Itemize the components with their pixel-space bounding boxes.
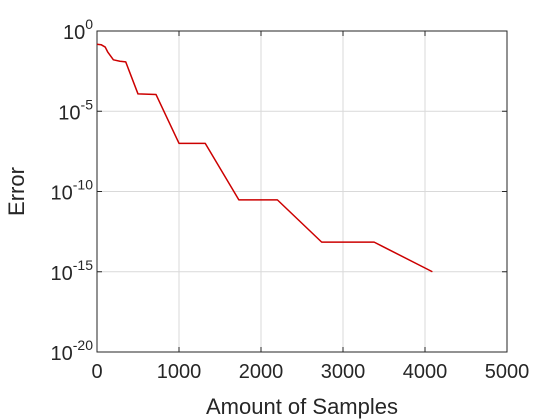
x-tick-labels: 0 1000 2000 3000 4000 5000 [91, 361, 529, 383]
y-tick-label: 100 [63, 16, 93, 44]
y-tick-label: 10-5 [58, 96, 93, 124]
series-line-0 [96, 43, 433, 273]
x-tick-label: 3000 [321, 361, 366, 383]
y-tick-label: 10-20 [51, 337, 94, 365]
y-axis-label: Error [4, 167, 29, 216]
x-tick-label: 4000 [403, 361, 448, 383]
y-tick-label: 10-15 [51, 257, 94, 285]
x-tick-label: 1000 [157, 361, 202, 383]
y-tick-labels: 100 10-5 10-10 10-15 10-20 [51, 16, 94, 365]
y-tick-label: 10-10 [51, 177, 94, 205]
ticks [96, 30, 508, 353]
x-tick-label: 2000 [239, 361, 284, 383]
x-tick-label: 5000 [485, 361, 530, 383]
x-axis-label: Amount of Samples [206, 394, 398, 419]
grid [96, 30, 508, 353]
x-tick-label: 0 [91, 361, 102, 383]
series [96, 43, 433, 273]
